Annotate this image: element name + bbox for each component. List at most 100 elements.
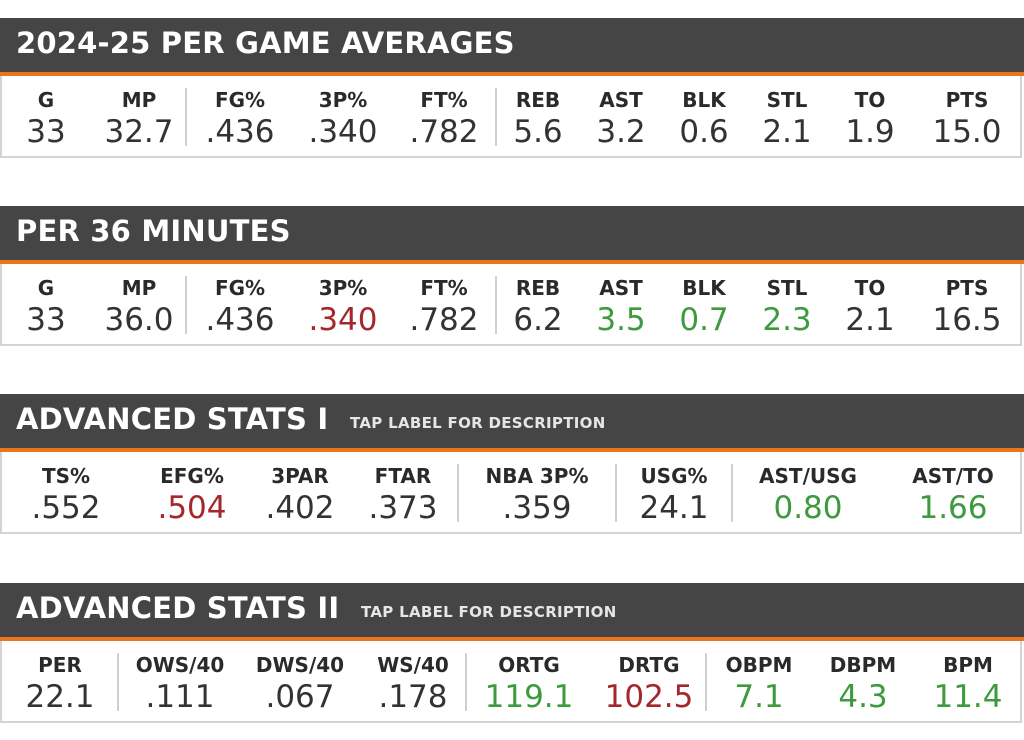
stat-label: BLK <box>682 276 726 300</box>
column-divider <box>731 464 733 522</box>
stat-ts-pct: TS% .552 <box>0 452 132 532</box>
column-divider <box>185 88 187 146</box>
stat-nba-3p-pct: NBA 3P% .359 <box>458 452 616 532</box>
stat-value: .552 <box>31 490 101 526</box>
column-divider <box>705 653 707 711</box>
stat-ft-pct: FT% .782 <box>392 264 496 344</box>
stat-label: PTS <box>945 276 989 300</box>
section-hint: TAP LABEL FOR DESCRIPTION <box>350 414 606 432</box>
stat-value: .373 <box>368 490 438 526</box>
stat-bpm: BPM 11.4 <box>914 641 1022 721</box>
stat-g: G 33 <box>0 76 92 156</box>
stat-value: 32.7 <box>104 114 174 150</box>
stat-3p-pct: 3P% .340 <box>294 264 392 344</box>
stat-label: FG% <box>214 88 266 112</box>
stat-label[interactable]: PER <box>38 653 82 677</box>
stat-label: FT% <box>420 276 468 300</box>
stats-row: G 33 MP 32.7 FG% .436 3P% .340 FT% .782 REB 5.6 AST 3… <box>0 76 1022 158</box>
stat-3par: 3PAR .402 <box>252 452 348 532</box>
stat-value: 36.0 <box>104 302 174 338</box>
stat-label: AST <box>599 88 643 112</box>
column-divider <box>457 464 459 522</box>
column-divider <box>495 88 497 146</box>
stats-row: TS% .552 EFG% .504 3PAR .402 FTAR .373 NBA 3P% .3… <box>0 452 1022 534</box>
stat-usg-pct: USG% 24.1 <box>616 452 732 532</box>
stat-value: .436 <box>205 114 275 150</box>
stat-label: TO <box>854 88 886 112</box>
stat-stl: STL 2.3 <box>746 264 828 344</box>
stat-label: REB <box>515 276 561 300</box>
stat-value: 5.6 <box>513 114 563 150</box>
stat-value: 0.80 <box>773 490 843 526</box>
stat-label[interactable]: DRTG <box>618 653 680 677</box>
column-divider <box>615 464 617 522</box>
stat-blk: BLK 0.6 <box>662 76 746 156</box>
stat-value: 33 <box>26 302 66 338</box>
stat-label: G <box>37 276 55 300</box>
stat-reb: REB 5.6 <box>496 76 580 156</box>
stat-value: .359 <box>502 490 572 526</box>
stat-fg-pct: FG% .436 <box>186 264 294 344</box>
section-per-36-minutes: PER 36 MINUTES G 33 MP 36.0 FG% .436 3P% .340 FT%… <box>0 206 1024 346</box>
stat-label: FG% <box>214 276 266 300</box>
stat-label[interactable]: FTAR <box>374 464 432 488</box>
stat-stl: STL 2.1 <box>746 76 828 156</box>
stat-ft-pct: FT% .782 <box>392 76 496 156</box>
stat-label[interactable]: BPM <box>943 653 993 677</box>
stat-label[interactable]: OBPM <box>725 653 793 677</box>
stat-value: 22.1 <box>25 679 95 715</box>
stat-label[interactable]: TS% <box>41 464 91 488</box>
section-header: 2024-25 PER GAME AVERAGES <box>0 18 1024 76</box>
stat-ows-40: OWS/40.111 <box>120 641 240 721</box>
section-header: ADVANCED STATS II TAP LABEL FOR DESCRIPTI… <box>0 583 1024 641</box>
stat-label: 3P% <box>318 276 368 300</box>
section-header: PER 36 MINUTES <box>0 206 1024 264</box>
stat-label[interactable]: WS/40 <box>377 653 449 677</box>
section-header: ADVANCED STATS I TAP LABEL FOR DESCRIPTIO… <box>0 394 1024 452</box>
stat-value: 2.3 <box>762 302 812 338</box>
stat-to: TO 2.1 <box>828 264 912 344</box>
stat-value: 15.0 <box>932 114 1002 150</box>
stat-label[interactable]: OWS/40 <box>135 653 225 677</box>
stat-label[interactable]: ORTG <box>498 653 560 677</box>
stat-value: 24.1 <box>639 490 709 526</box>
stat-value: .782 <box>409 114 479 150</box>
column-divider <box>465 653 467 711</box>
stat-label[interactable]: AST/TO <box>912 464 994 488</box>
stat-per: PER 22.1 <box>0 641 120 721</box>
stat-value: 16.5 <box>932 302 1002 338</box>
stat-value: 11.4 <box>933 679 1003 715</box>
stat-reb: REB 6.2 <box>496 264 580 344</box>
stat-value: 6.2 <box>513 302 563 338</box>
stat-ws-40: WS/40.178 <box>360 641 466 721</box>
stat-label: MP <box>121 88 157 112</box>
stat-value: .402 <box>265 490 335 526</box>
stat-value: 2.1 <box>845 302 895 338</box>
stat-value: .340 <box>308 114 378 150</box>
stat-ast-to: AST/TO 1.66 <box>884 452 1022 532</box>
stat-ast: AST 3.2 <box>580 76 662 156</box>
stats-row: PER 22.1 OWS/40.111 DWS/40.067 WS/40.178 ORTG… <box>0 641 1022 723</box>
stat-value: 2.1 <box>762 114 812 150</box>
stat-label[interactable]: USG% <box>640 464 708 488</box>
stat-3p-pct: 3P% .340 <box>294 76 392 156</box>
stat-label[interactable]: 3PAR <box>271 464 329 488</box>
stat-label[interactable]: DBPM <box>829 653 897 677</box>
stat-label: MP <box>121 276 157 300</box>
stat-value: 0.7 <box>679 302 729 338</box>
column-divider <box>117 653 119 711</box>
stat-value: 3.2 <box>596 114 646 150</box>
stat-label[interactable]: NBA 3P% <box>485 464 589 488</box>
stat-value: .111 <box>145 679 215 715</box>
stat-label: 3P% <box>318 88 368 112</box>
stat-label[interactable]: AST/USG <box>759 464 857 488</box>
stat-label[interactable]: EFG% <box>160 464 224 488</box>
stat-value: .504 <box>157 490 227 526</box>
stat-label: STL <box>766 276 808 300</box>
stat-label: STL <box>766 88 808 112</box>
stat-dws-40: DWS/40.067 <box>240 641 360 721</box>
section-advanced-stats-ii: ADVANCED STATS II TAP LABEL FOR DESCRIPTI… <box>0 583 1024 723</box>
stat-value: 0.6 <box>679 114 729 150</box>
stat-label: G <box>37 88 55 112</box>
stat-label[interactable]: DWS/40 <box>255 653 345 677</box>
